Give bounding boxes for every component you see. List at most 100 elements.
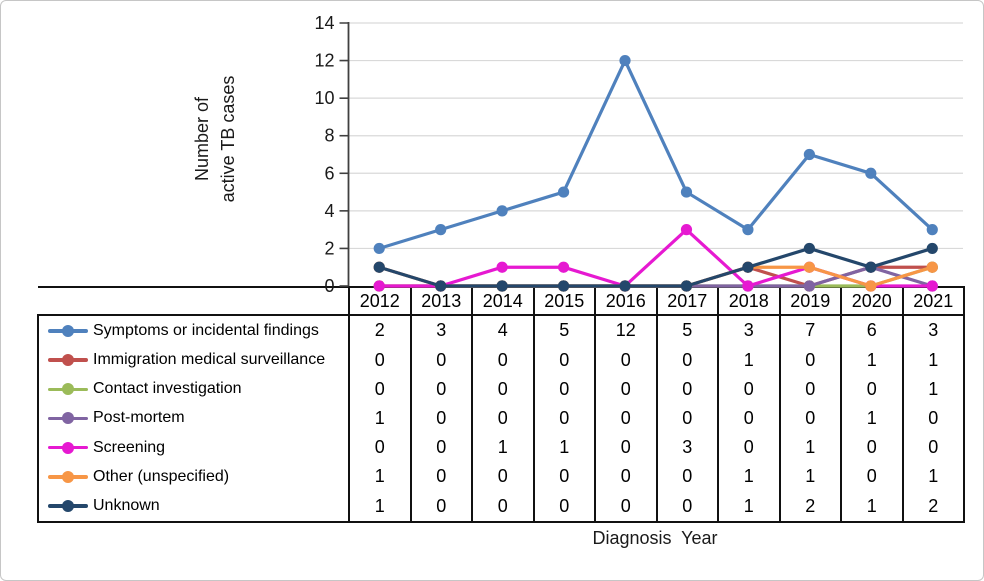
series-point-unknown-2018 (742, 261, 754, 273)
y-tick-label: 14 (314, 13, 334, 33)
series-point-unknown-2021 (926, 242, 938, 255)
series-point-other-unspecified-2021 (926, 261, 938, 273)
table-value-cell-post-mortem-2014: 0 (471, 403, 535, 434)
table-value-cell-contact-investigation-2015: 0 (532, 374, 596, 404)
series-point-screening-2019 (803, 261, 815, 273)
table-value-cell-screening-2019: 1 (778, 433, 842, 463)
legend-dot-icon (62, 500, 74, 513)
table-value-cell-immigration-medical-surveillance-2018: 1 (717, 345, 781, 375)
table-value-cell-immigration-medical-surveillance-2015: 0 (532, 345, 596, 375)
series-point-unknown-2012 (373, 261, 385, 273)
legend-label: Unknown (93, 497, 160, 515)
series-line-unknown (377, 246, 934, 288)
series-line-post-mortem (377, 265, 934, 288)
series-point-symptoms-or-incidental-findings-2016 (619, 54, 631, 67)
legend-key: Screening (40, 439, 347, 457)
table-value-cell-symptoms-or-incidental-findings-2021: 3 (901, 315, 965, 346)
legend-key: Post-mortem (40, 409, 347, 427)
table-value-cell-immigration-medical-surveillance-2021: 1 (901, 345, 965, 375)
table-value-cell-contact-investigation-2018: 0 (717, 374, 781, 404)
table-value-cell-screening-2021: 0 (901, 433, 965, 463)
series-point-post-mortem-2020 (865, 261, 877, 273)
table-value-cell-unknown-2021: 2 (901, 491, 965, 523)
series-point-symptoms-or-incidental-findings-2017 (680, 186, 693, 198)
table-value-cell-other-unspecified-2013: 0 (409, 462, 473, 492)
series-point-unknown-2020 (865, 261, 877, 273)
legend-marker-icon (48, 412, 88, 425)
table-value-cell-other-unspecified-2014: 0 (471, 462, 535, 492)
legend-label: Immigration medical surveillance (93, 351, 326, 369)
legend-item-contact-investigation: Contact investigation (37, 374, 350, 404)
series-point-symptoms-or-incidental-findings-2015 (557, 186, 570, 198)
series-point-symptoms-or-incidental-findings-2020 (865, 167, 877, 179)
x-axis-title: Diagnosis Year (592, 528, 718, 548)
legend-dot-icon (62, 441, 74, 454)
y-tick-label: 8 (324, 126, 334, 146)
table-value-cell-symptoms-or-incidental-findings-2017: 5 (655, 315, 719, 346)
legend-item-immigration-medical-surveillance: Immigration medical surveillance (37, 345, 350, 375)
table-value-cell-post-mortem-2013: 0 (409, 403, 473, 434)
series-point-contact-investigation-2021 (926, 261, 938, 273)
table-value-cell-other-unspecified-2020: 0 (840, 462, 904, 492)
table-value-cell-contact-investigation-2013: 0 (409, 374, 473, 404)
table-value-cell-unknown-2016: 0 (594, 491, 658, 523)
series-point-immigration-medical-surveillance-2020 (865, 261, 877, 273)
table-value-cell-contact-investigation-2012: 0 (348, 374, 412, 404)
legend-key: Contact investigation (40, 380, 347, 398)
series-line-immigration-medical-surveillance (377, 265, 934, 288)
table-value-cell-post-mortem-2016: 0 (594, 403, 658, 434)
series-point-other-unspecified-2019 (803, 261, 815, 273)
table-value-cell-contact-investigation-2020: 0 (840, 374, 904, 404)
table-value-cell-unknown-2020: 1 (840, 491, 904, 523)
y-tick-label: 6 (324, 163, 334, 183)
table-value-cell-post-mortem-2018: 0 (717, 403, 781, 434)
legend-item-symptoms-or-incidental-findings: Symptoms or incidental findings (37, 314, 350, 346)
table-corner-cell (38, 286, 349, 316)
year-header-cell: 2012 (348, 286, 412, 316)
table-value-cell-symptoms-or-incidental-findings-2014: 4 (471, 315, 535, 346)
series-point-unknown-2019 (803, 242, 815, 255)
table-value-cell-other-unspecified-2012: 1 (348, 462, 412, 492)
table-value-cell-immigration-medical-surveillance-2014: 0 (471, 345, 535, 375)
series-point-immigration-medical-surveillance-2021 (926, 261, 938, 273)
year-header-cell: 2016 (594, 286, 658, 316)
series-point-symptoms-or-incidental-findings-2018 (742, 224, 754, 236)
legend-key: Symptoms or incidental findings (40, 322, 347, 340)
legend-label: Contact investigation (93, 380, 242, 398)
table-value-cell-screening-2014: 1 (471, 433, 535, 463)
legend-marker-icon (48, 324, 88, 337)
year-header-cell: 2019 (778, 286, 842, 316)
legend-key: Unknown (40, 497, 347, 515)
table-value-cell-screening-2020: 0 (840, 433, 904, 463)
year-header-cell: 2021 (901, 286, 965, 316)
table-value-cell-unknown-2015: 0 (532, 491, 596, 523)
series-point-symptoms-or-incidental-findings-2014 (496, 205, 508, 217)
table-value-cell-other-unspecified-2016: 0 (594, 462, 658, 492)
table-value-cell-post-mortem-2017: 0 (655, 403, 719, 434)
table-value-cell-symptoms-or-incidental-findings-2013: 3 (409, 315, 473, 346)
year-header-cell: 2018 (717, 286, 781, 316)
series-line-symptoms-or-incidental-findings (377, 58, 934, 251)
series-point-symptoms-or-incidental-findings-2021 (926, 224, 938, 236)
legend-item-other-unspecified: Other (unspecified) (37, 462, 350, 492)
series-line-other-unspecified (377, 265, 934, 288)
legend-marker-icon (48, 500, 88, 513)
table-value-cell-immigration-medical-surveillance-2013: 0 (409, 345, 473, 375)
legend-label: Other (unspecified) (93, 467, 230, 485)
series-line-screening (377, 228, 934, 288)
legend-marker-icon (48, 470, 88, 483)
series-point-symptoms-or-incidental-findings-2013 (435, 224, 447, 236)
table-value-cell-contact-investigation-2019: 0 (778, 374, 842, 404)
table-value-cell-screening-2017: 3 (655, 433, 719, 463)
table-value-cell-symptoms-or-incidental-findings-2012: 2 (348, 315, 412, 346)
table-value-cell-unknown-2019: 2 (778, 491, 842, 523)
year-header-cell: 2017 (655, 286, 719, 316)
legend-dot-icon (62, 354, 74, 367)
table-value-cell-post-mortem-2021: 0 (901, 403, 965, 434)
y-axis-title: Number of active TB cases (191, 75, 238, 203)
table-value-cell-immigration-medical-surveillance-2020: 1 (840, 345, 904, 375)
legend-marker-icon (48, 383, 88, 396)
table-value-cell-screening-2015: 1 (532, 433, 596, 463)
y-tick-label: 4 (324, 201, 334, 221)
